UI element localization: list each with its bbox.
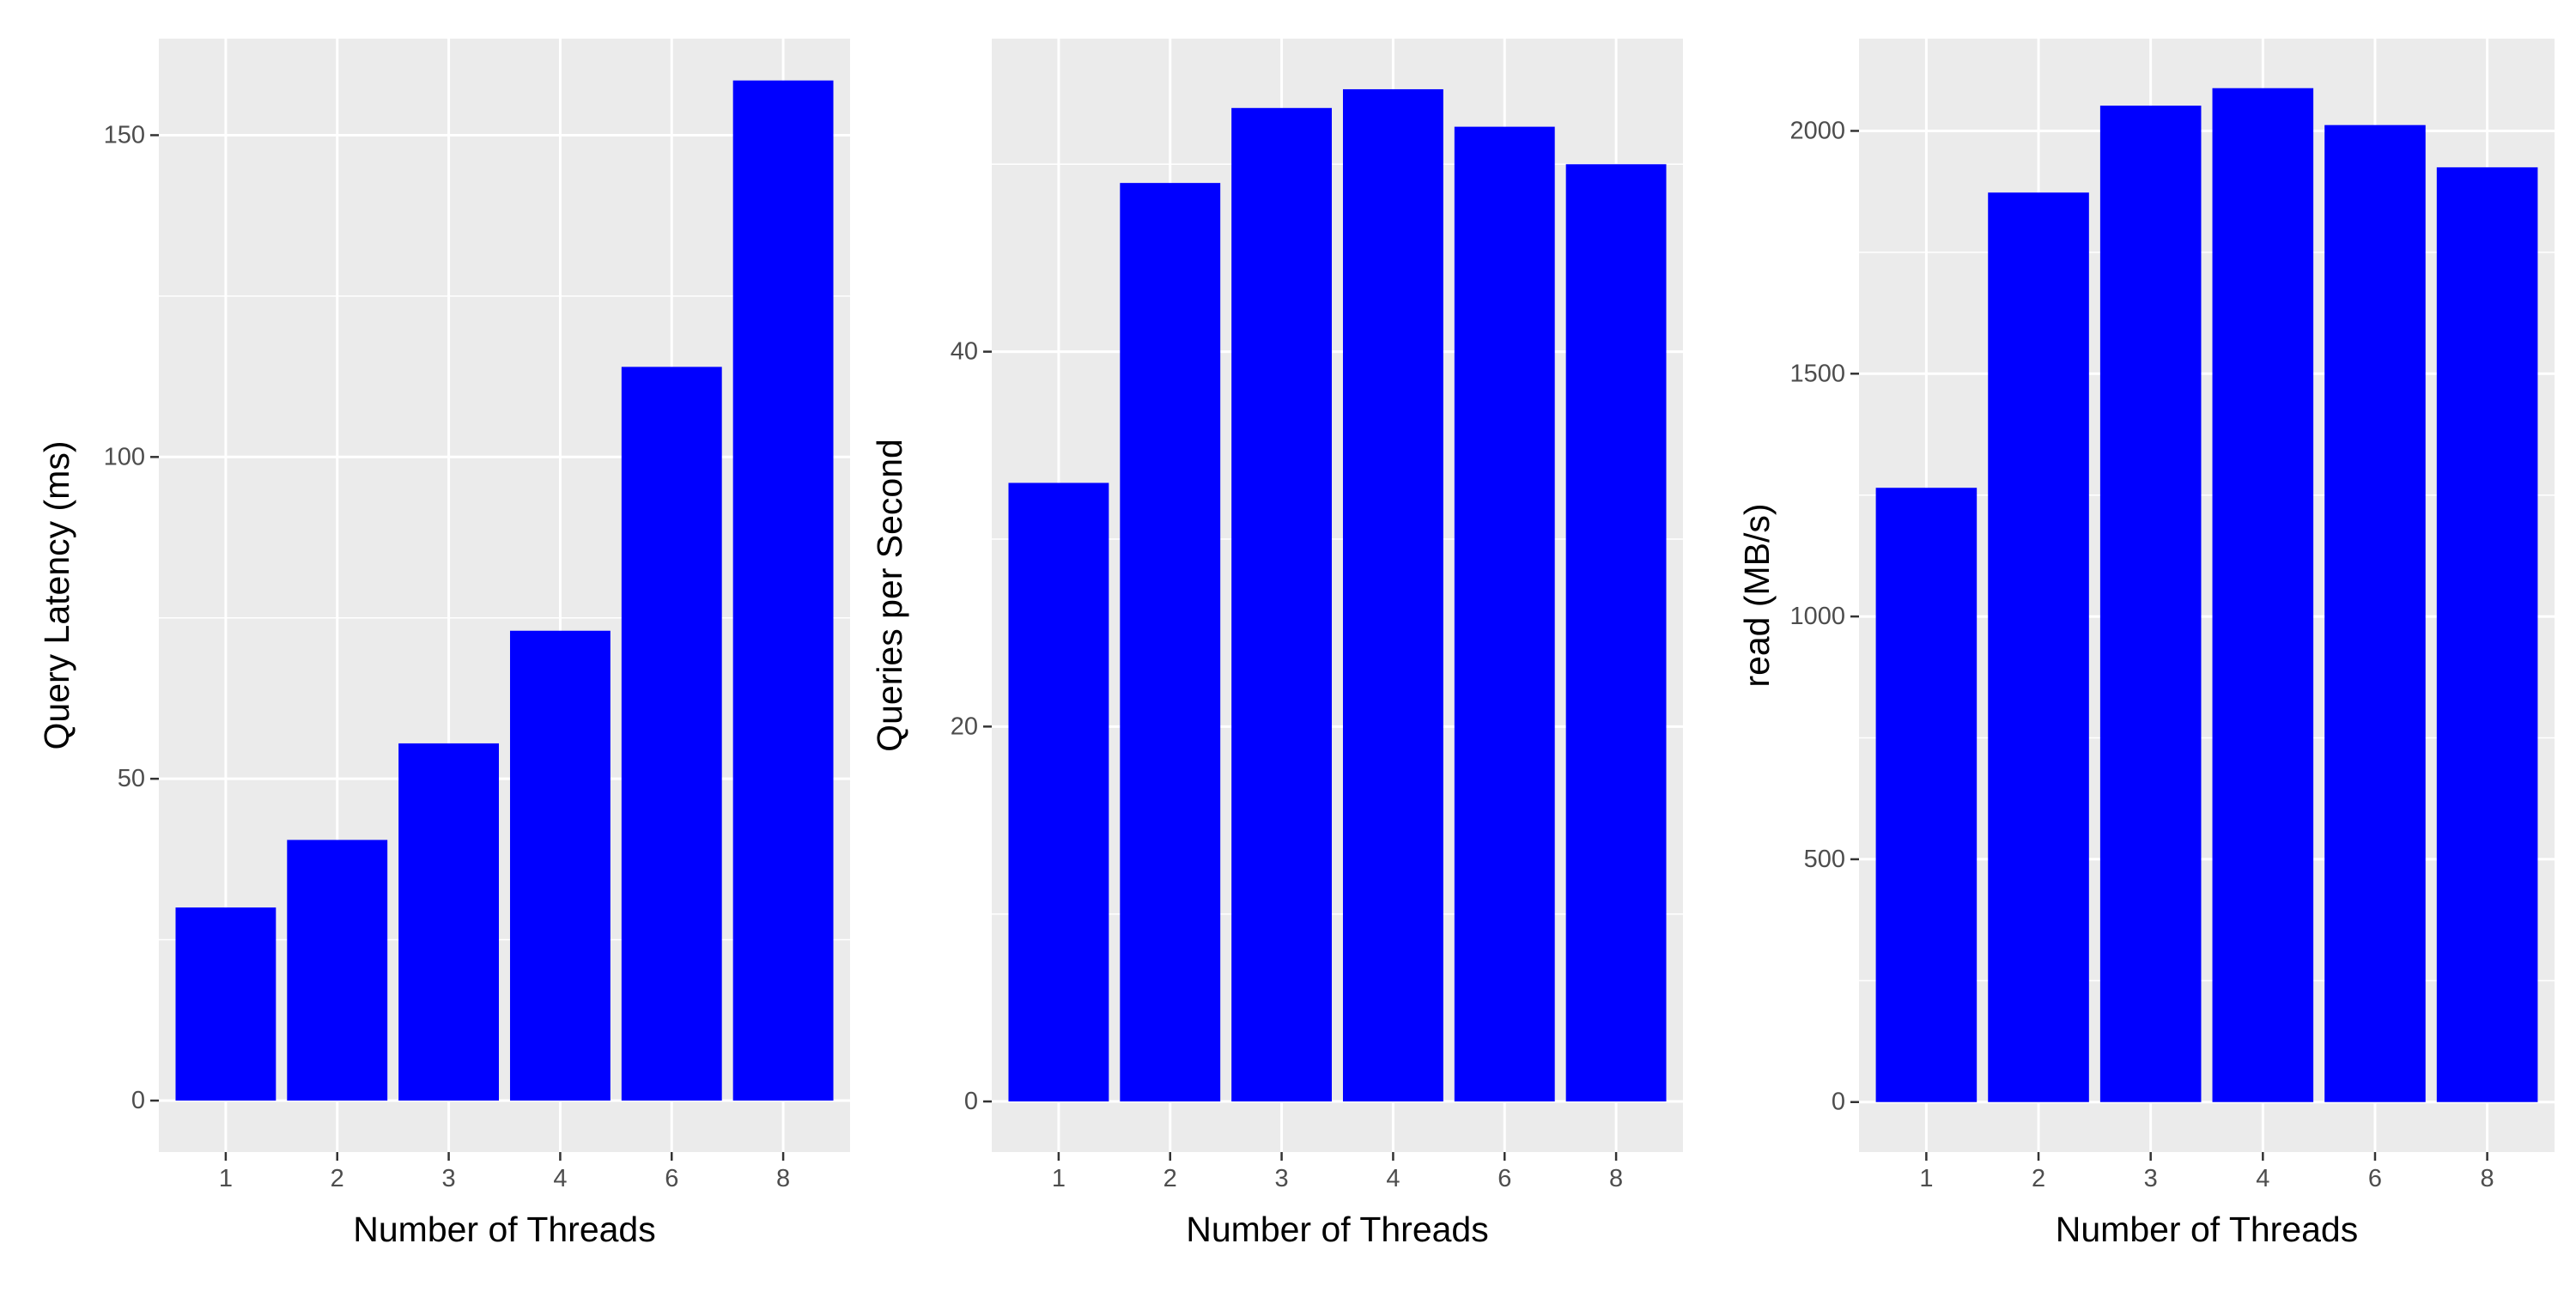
y-tick-label: 0 (131, 1087, 145, 1114)
x-tick-label: 1 (1052, 1165, 1066, 1192)
x-tick-label: 4 (553, 1165, 567, 1192)
bar-thread-1 (1875, 488, 1978, 1102)
y-tick-label: 1500 (1789, 360, 1845, 387)
bar-thread-4 (509, 630, 611, 1101)
x-tick-label: 1 (219, 1165, 233, 1192)
bar-thread-8 (732, 80, 834, 1101)
x-tick-label: 8 (2481, 1165, 2494, 1192)
bar-thread-6 (621, 367, 722, 1101)
y-tick-label: 50 (118, 765, 145, 792)
x-axis-title: Number of Threads (1186, 1210, 1488, 1249)
y-tick-label: 0 (1832, 1089, 1845, 1116)
y-tick-label: 0 (964, 1088, 978, 1115)
x-tick-label: 6 (1498, 1165, 1511, 1192)
chart-panel-1: 0 50 100 150 1 2 3 4 6 8 Number of Threads Query La… (37, 39, 850, 1249)
x-axis-title: Number of Threads (2056, 1210, 2358, 1249)
y-tick-label: 20 (951, 713, 978, 740)
chart-panel-2: 0 20 40 1 2 3 4 6 8 Number of Threads Queries per … (870, 39, 1683, 1249)
x-tick-label: 2 (2032, 1165, 2045, 1192)
y-tick-label: 100 (104, 443, 145, 470)
y-axis-title: Queries per Second (870, 439, 909, 752)
x-tick-label: 8 (776, 1165, 790, 1192)
x-tick-label: 2 (331, 1165, 344, 1192)
x-tick-label: 2 (1163, 1165, 1177, 1192)
bar-thread-2 (1988, 192, 2089, 1102)
bar-thread-6 (1454, 126, 1555, 1102)
y-tick-label: 40 (951, 338, 978, 366)
x-tick-label: 4 (1386, 1165, 1400, 1192)
y-axis-title: Query Latency (ms) (37, 441, 76, 750)
x-tick-label: 4 (2256, 1165, 2269, 1192)
y-tick-label: 150 (104, 121, 145, 149)
y-tick-label: 1000 (1789, 603, 1845, 630)
bar-thread-4 (2212, 88, 2314, 1102)
chart-panel-3: 0 500 1000 1500 2000 1 2 3 4 6 8 Number of Threads r… (1737, 39, 2555, 1249)
x-tick-label: 8 (1609, 1165, 1623, 1192)
x-tick-label: 3 (1275, 1165, 1289, 1192)
bar-thread-3 (2099, 106, 2202, 1102)
bar-thread-3 (398, 743, 500, 1101)
bar-thread-3 (1231, 107, 1333, 1102)
bar-thread-2 (1120, 183, 1221, 1102)
bar-thread-1 (1008, 482, 1109, 1102)
y-tick-label: 500 (1804, 846, 1845, 873)
y-tick-label: 2000 (1789, 117, 1845, 144)
x-tick-label: 3 (442, 1165, 456, 1192)
bar-thread-1 (175, 907, 276, 1101)
x-tick-label: 6 (2368, 1165, 2382, 1192)
x-tick-label: 3 (2144, 1165, 2158, 1192)
x-tick-label: 6 (665, 1165, 678, 1192)
bar-thread-8 (2436, 167, 2538, 1102)
x-tick-label: 1 (1919, 1165, 1933, 1192)
bar-thread-8 (1565, 164, 1667, 1102)
bar-thread-4 (1342, 88, 1443, 1102)
x-axis-title: Number of Threads (353, 1210, 655, 1249)
y-axis-title: read (MB/s) (1737, 503, 1777, 687)
bar-thread-2 (287, 840, 388, 1101)
bar-thread-6 (2324, 124, 2426, 1102)
